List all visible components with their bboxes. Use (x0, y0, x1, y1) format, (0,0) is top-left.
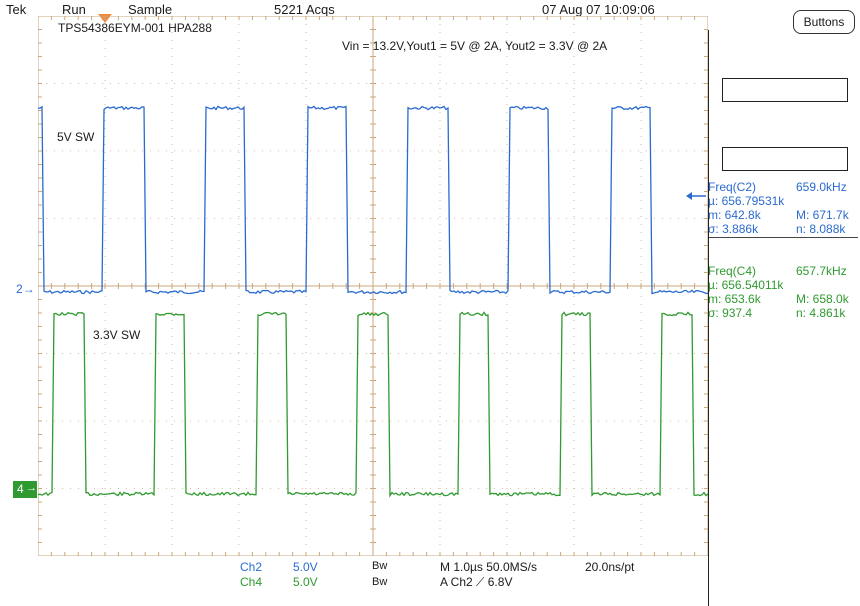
buttons-button[interactable]: Buttons (793, 10, 855, 34)
acquisition-mode: Sample (128, 2, 173, 17)
ch2-level-arrow-icon (686, 192, 706, 200)
ch4-bandwidth-limit: Bw (372, 576, 388, 588)
meas-c2-n: n: 8.088k (796, 222, 846, 236)
meas-c2-value: 659.0kHz (796, 180, 847, 194)
brand-label: Tek (6, 2, 27, 17)
ch4-marker-label: 4 (17, 482, 24, 496)
measurement-c2: Freq(C2) 659.0kHz µ: 656.79531k m: 642.8… (708, 180, 858, 236)
ch2-bandwidth-limit: Bw (372, 560, 388, 572)
meas-c4-value: 657.7kHz (796, 264, 847, 278)
ch2-scale: 5.0V (293, 560, 318, 574)
meas-c2-mean: µ: 656.79531k (708, 194, 785, 208)
ch4-label: Ch4 (240, 575, 263, 589)
ch4-ground-marker[interactable]: 4 → (13, 481, 37, 498)
ch2-trace (38, 105, 708, 295)
measurement-divider (708, 237, 858, 238)
meas-c4-mean: µ: 656.54011k (708, 278, 784, 292)
run-state: Run (62, 2, 86, 17)
record-resolution: 20.0ns/pt (585, 560, 635, 574)
meas-c4-n: n: 4.861k (796, 306, 846, 320)
trace-label-3v3: 3.3V SW (93, 328, 141, 342)
ch2-ground-marker[interactable]: 2→ (16, 282, 35, 296)
screen-title-left: TPS54386EYM-001 HPA288 (58, 21, 212, 35)
measurement-c4: Freq(C4) 657.7kHz µ: 656.54011k m: 653.6… (708, 264, 858, 320)
ch4-trace (38, 311, 708, 498)
right-arrow-icon: → (26, 482, 37, 494)
meas-c4-sigma: σ: 937.4 (708, 306, 753, 320)
ch2-label: Ch2 (240, 560, 263, 574)
trace-label-5v: 5V SW (57, 130, 95, 144)
meas-c2-sigma: σ: 3.886k (708, 222, 759, 236)
meas-c4-min: m: 653.6k (708, 292, 761, 306)
meas-c2-min: m: 642.8k (708, 208, 761, 222)
meas-c4-max: M: 658.0k (796, 292, 849, 306)
ch4-scale: 5.0V (293, 575, 318, 589)
right-arrow-icon: → (22, 282, 35, 296)
panel-divider (708, 30, 709, 606)
meas-c4-title: Freq(C4) (708, 264, 757, 278)
ch2-marker-label: 2 (16, 282, 23, 296)
measurement-box-2[interactable] (722, 147, 848, 171)
date-time: 07 Aug 07 10:09:06 (542, 2, 655, 17)
trigger-readout: A Ch2 ⟋ 6.8V (440, 575, 513, 589)
timebase-readout: M 1.0µs 50.0MS/s (440, 560, 537, 574)
waveform-display (38, 16, 708, 556)
meas-c2-max: M: 671.7k (796, 208, 849, 222)
measurement-box-1[interactable] (722, 78, 848, 102)
meas-c2-title: Freq(C2) (708, 180, 757, 194)
screen-title-right: Vin = 13.2V,Yout1 = 5V @ 2A, Yout2 = 3.3… (342, 39, 608, 53)
acquisition-count: 5221 Acqs (274, 2, 335, 17)
